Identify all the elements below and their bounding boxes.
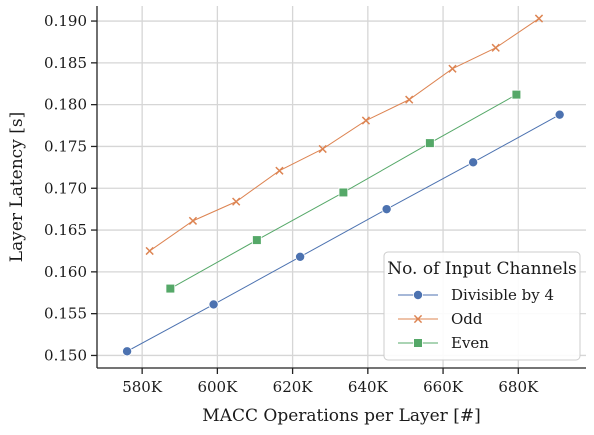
legend-marker-even <box>413 338 423 348</box>
data-point-odd <box>534 14 544 23</box>
y-tick-label: 0.165 <box>44 221 87 239</box>
x-tick-label: 580K <box>122 378 163 396</box>
data-point-odd <box>275 166 284 175</box>
y-tick-label: 0.180 <box>44 96 87 114</box>
x-tick-label: 600K <box>197 378 238 396</box>
data-point-divisible-by-4 <box>295 251 306 262</box>
x-tick-label: 640K <box>348 378 389 396</box>
legend-item-odd: Odd <box>398 310 483 328</box>
legend-label: Odd <box>451 310 483 328</box>
grid <box>97 6 586 368</box>
data-point-odd <box>405 95 414 104</box>
series-line-odd <box>149 18 540 252</box>
data-point-divisible-by-4 <box>554 109 565 120</box>
data-point-even <box>252 235 262 245</box>
ticks: 580K 600K 620K 640K 660K 680K 0.150 0.155 0.160 0… <box>44 12 539 396</box>
data-point-divisible-by-4 <box>208 299 219 310</box>
series-divisible-by-4 <box>122 109 565 357</box>
x-axis-label: MACC Operations per Layer [#] <box>202 406 480 426</box>
legend-title: No. of Input Channels <box>387 259 577 279</box>
data-point-even <box>511 89 522 100</box>
legend-label: Even <box>451 334 489 352</box>
y-tick-label: 0.185 <box>44 54 87 72</box>
x-tick-label: 660K <box>423 378 464 396</box>
data-point-odd <box>145 246 154 256</box>
series-layer <box>122 14 565 357</box>
data-point-odd <box>318 144 327 154</box>
legend: No. of Input Channels Divisible by 4 Odd E… <box>383 251 581 361</box>
legend-box <box>383 251 581 361</box>
y-tick-label: 0.155 <box>44 305 87 323</box>
legend-item-even: Even <box>398 334 489 352</box>
legend-marker-divisible-by-4 <box>412 289 423 300</box>
legend-marker-odd <box>413 314 423 324</box>
legend-label: Divisible by 4 <box>451 286 554 304</box>
data-point-even <box>338 187 349 198</box>
data-point-odd <box>491 43 500 52</box>
y-tick-label: 0.170 <box>44 179 87 197</box>
axes <box>96 6 586 369</box>
data-point-divisible-by-4 <box>122 346 133 357</box>
x-tick-label: 620K <box>273 378 314 396</box>
data-point-odd <box>361 116 371 125</box>
data-point-odd <box>232 197 241 206</box>
data-point-even <box>425 138 435 148</box>
series-line-divisible-by-4 <box>126 114 560 352</box>
data-point-odd <box>448 64 457 73</box>
y-tick-label: 0.150 <box>44 346 87 364</box>
series-even <box>165 89 522 294</box>
data-point-even <box>165 283 176 294</box>
series-odd <box>145 14 544 256</box>
data-point-odd <box>188 216 198 225</box>
legend-items: Divisible by 4 Odd Even <box>398 286 554 352</box>
y-tick-label: 0.175 <box>44 137 87 155</box>
legend-item-divisible-by-4: Divisible by 4 <box>398 286 554 304</box>
data-point-divisible-by-4 <box>468 157 479 168</box>
y-tick-label: 0.160 <box>44 263 87 281</box>
x-tick-label: 680K <box>498 378 539 396</box>
y-axis-label: Layer Latency [s] <box>7 112 27 262</box>
data-point-divisible-by-4 <box>381 204 392 215</box>
y-tick-label: 0.190 <box>44 12 87 30</box>
